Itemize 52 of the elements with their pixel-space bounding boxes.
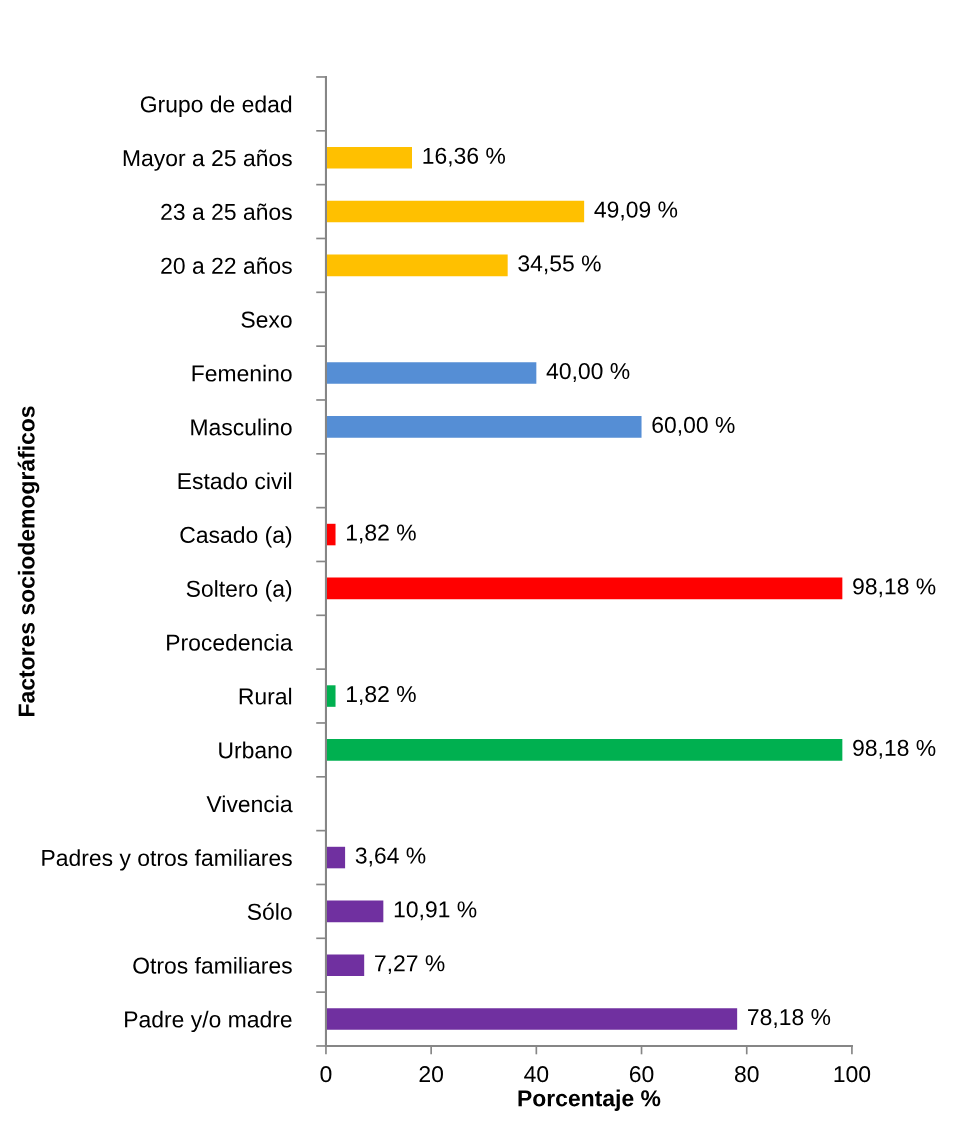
y-tick-label: Padre y/o madre [125, 1010, 292, 1033]
bar [325, 200, 585, 223]
y-axis-title: Factores sociodemográficos [17, 406, 40, 716]
x-axis-title: Porcentaje % [518, 1089, 661, 1111]
bar [325, 954, 365, 976]
data-label: 3,64 % [355, 847, 426, 867]
data-label: 7,27 % [375, 955, 445, 975]
data-label: 60,00 % [652, 416, 735, 436]
y-tick-label: Sólo [247, 902, 292, 920]
bar [325, 416, 642, 438]
bar [325, 362, 537, 384]
bar [325, 739, 843, 761]
y-tick-label: 23 a 25 años [161, 203, 292, 221]
bar [325, 1008, 738, 1030]
x-tick-label: 40 [524, 1066, 549, 1083]
y-tick-label: Casado (a) [180, 526, 292, 548]
data-label: 10,91 % [394, 901, 477, 921]
bar [325, 577, 843, 600]
x-tick-label: 80 [734, 1066, 759, 1083]
y-tick-label: Rural [239, 687, 292, 705]
y-tick-label: Urbano [219, 741, 292, 759]
y-tick-label: Femenino [192, 364, 292, 382]
data-label: 78,18 % [748, 1008, 831, 1028]
y-tick-label: Vivencia [206, 795, 293, 813]
y-tick-label: Sexo [241, 311, 292, 328]
bar [325, 685, 336, 707]
y-tick-label: Masculino [191, 418, 292, 436]
bar [325, 523, 336, 546]
y-tick-label: Soltero (a) [186, 580, 292, 602]
data-label: 34,55 % [518, 255, 601, 275]
data-label: 98,18 % [853, 739, 936, 759]
bar [325, 254, 508, 277]
data-label: 16,36 % [423, 147, 505, 167]
data-label: 1,82 % [347, 524, 416, 544]
data-label: 1,82 % [347, 685, 416, 705]
bar [325, 846, 346, 869]
x-tick-label: 100 [834, 1066, 871, 1083]
x-tick-label: 20 [419, 1066, 443, 1083]
y-tick-label: Estado civil [178, 472, 292, 490]
y-tick-label: 20 a 22 años [161, 257, 292, 274]
y-tick-label: Mayor a 25 años [123, 149, 292, 171]
data-label: 49,09 % [594, 201, 678, 221]
y-tick-label: Procedencia [167, 633, 293, 651]
data-label: 40,00 % [546, 362, 630, 382]
bar [325, 146, 412, 169]
x-tick-label: 0 [320, 1066, 332, 1083]
y-tick-label: Padres y otros familiares [42, 849, 292, 871]
y-tick-label: Grupo de edad [140, 95, 292, 117]
y-tick-label: Otros familiares [133, 956, 292, 974]
x-tick-label: 60 [629, 1066, 654, 1083]
data-label: 98,18 % [853, 578, 936, 598]
bar [325, 900, 384, 923]
